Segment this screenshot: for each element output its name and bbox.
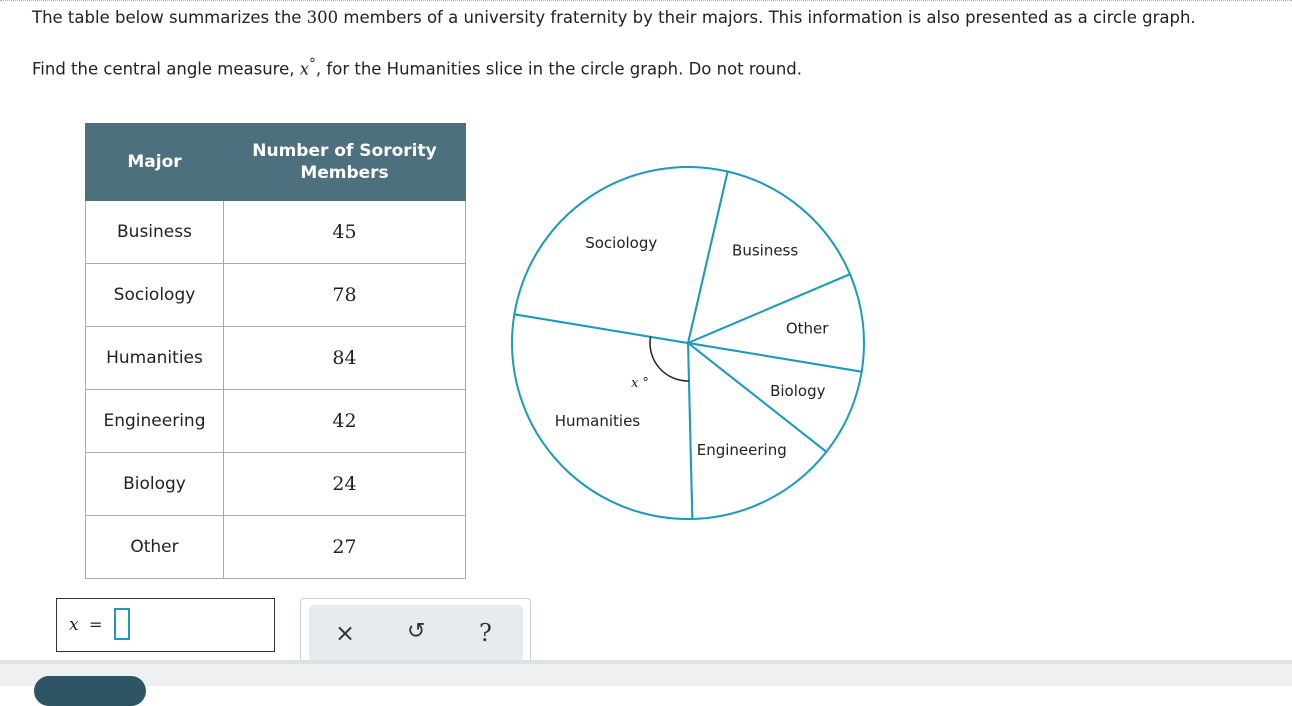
- table-row: Humanities 84: [85, 326, 466, 390]
- major-cell: Business: [85, 200, 224, 264]
- toolbar: × ↺ ?: [300, 598, 531, 670]
- header-cell: Major: [85, 123, 224, 201]
- circle-graph: Business Other Biology Engineering Humanitie…: [511, 166, 865, 520]
- text: members of a university fraternity by th…: [338, 8, 1196, 27]
- clear-button[interactable]: ×: [335, 619, 356, 647]
- angle-arc: [649, 336, 689, 382]
- toolbar-panel: × ↺ ?: [309, 605, 523, 667]
- slice-label: Business: [732, 242, 798, 260]
- answer-box[interactable]: x =: [56, 598, 275, 652]
- count-cell: 27: [223, 515, 466, 579]
- count-cell: 42: [223, 389, 466, 453]
- variable: x: [299, 59, 310, 79]
- help-button[interactable]: ?: [479, 619, 492, 647]
- header-cell: Number of Sorority Members: [223, 123, 466, 201]
- top-border: [0, 0, 1292, 1]
- number: 300: [306, 8, 339, 27]
- text: , for the Humanities slice in the circle…: [315, 59, 803, 79]
- pie-slice: [511, 313, 694, 520]
- text: Find the central angle measure,: [32, 59, 300, 79]
- submit-button[interactable]: [34, 676, 146, 706]
- bottom-bar: [0, 660, 1292, 686]
- variable: x: [69, 615, 79, 635]
- slice-label: Biology: [770, 382, 826, 400]
- count-cell: 84: [223, 326, 466, 390]
- statement: The table below summarizes the 300 membe…: [32, 8, 1196, 27]
- pie-slice: [686, 340, 828, 520]
- table-row: Sociology 78: [85, 263, 466, 327]
- major-cell: Sociology: [85, 263, 224, 327]
- equals: =: [89, 615, 103, 634]
- pie-slice: [684, 272, 865, 373]
- slice-label: Sociology: [585, 234, 657, 252]
- text: The table below summarizes the: [32, 8, 307, 27]
- angle-label: x °: [631, 376, 649, 391]
- slice-label: Other: [786, 319, 829, 337]
- input-field[interactable]: [114, 608, 130, 640]
- table-row: Biology 24: [85, 452, 466, 516]
- pie-slice: [687, 342, 863, 454]
- table-row: Engineering 42: [85, 389, 466, 453]
- major-cell: Humanities: [85, 326, 224, 390]
- data-table: Major Number of Sorority Members Busines…: [85, 123, 466, 579]
- instruction: Find the central angle measure, x°, for …: [32, 56, 802, 79]
- degree: °: [309, 56, 316, 72]
- major-cell: Biology: [85, 452, 224, 516]
- table-row: Other 27: [85, 515, 466, 579]
- major-cell: Engineering: [85, 389, 224, 453]
- count-cell: 78: [223, 263, 466, 327]
- variable: x: [631, 376, 639, 391]
- slice-label: Humanities: [555, 412, 641, 430]
- count-cell: 45: [223, 200, 466, 264]
- degree: °: [642, 376, 649, 391]
- slice-label: Engineering: [697, 441, 787, 459]
- count-cell: 24: [223, 452, 466, 516]
- major-cell: Other: [85, 515, 224, 579]
- undo-button[interactable]: ↺: [407, 619, 426, 644]
- pie-slice: [686, 170, 852, 345]
- pie-slice: [513, 166, 729, 345]
- table-row: Business 45: [85, 200, 466, 264]
